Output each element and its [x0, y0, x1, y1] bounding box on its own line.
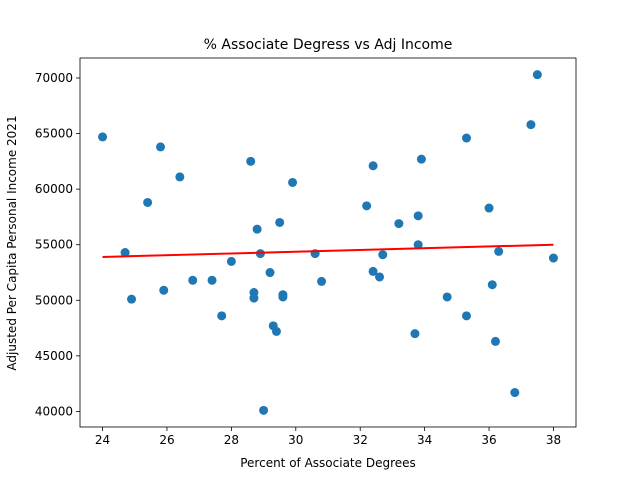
data-point	[217, 311, 227, 321]
data-point	[368, 266, 378, 276]
data-point	[259, 405, 269, 415]
data-point	[275, 217, 285, 227]
data-point	[375, 272, 385, 282]
data-point	[252, 224, 262, 234]
data-point	[226, 256, 236, 266]
x-tick-label: 26	[159, 433, 174, 447]
data-point	[207, 275, 217, 285]
x-tick-label: 34	[417, 433, 432, 447]
y-tick-label: 60000	[35, 182, 73, 196]
data-point	[413, 211, 423, 221]
data-point	[249, 293, 259, 303]
data-point	[188, 275, 198, 285]
data-point	[487, 280, 497, 290]
data-point	[265, 268, 275, 278]
data-point	[98, 132, 108, 142]
data-point	[143, 197, 153, 207]
y-tick-label: 45000	[35, 349, 73, 363]
data-point	[484, 203, 494, 213]
regression-line	[102, 243, 554, 258]
y-axis-label: Adjusted Per Capita Personal Income 2021	[5, 115, 19, 370]
plot-frame	[79, 57, 577, 428]
data-point	[288, 177, 298, 187]
x-tick-label: 32	[353, 433, 368, 447]
data-point	[378, 250, 388, 260]
data-point	[416, 154, 426, 164]
y-tick-label: 65000	[35, 127, 73, 141]
data-point	[368, 161, 378, 171]
data-point	[278, 292, 288, 302]
x-tick-label: 28	[224, 433, 239, 447]
data-point	[410, 329, 420, 339]
y-tick-label: 55000	[35, 238, 73, 252]
x-tick-label: 30	[288, 433, 303, 447]
data-point	[271, 326, 281, 336]
data-point	[159, 285, 169, 295]
data-point	[532, 70, 542, 80]
data-point	[120, 248, 130, 258]
data-point	[510, 388, 520, 398]
data-point	[246, 156, 256, 166]
data-point	[175, 172, 185, 182]
data-point	[490, 336, 500, 346]
data-point	[413, 240, 423, 250]
y-tick-label: 50000	[35, 293, 73, 307]
data-point	[362, 201, 372, 211]
data-point	[394, 219, 404, 229]
data-point	[461, 133, 471, 143]
data-point	[461, 311, 471, 321]
y-tick-label: 40000	[35, 404, 73, 418]
data-point	[494, 246, 504, 256]
data-point	[127, 294, 137, 304]
chart-title: % Associate Degress vs Adj Income	[204, 37, 453, 53]
x-tick-label: 38	[546, 433, 561, 447]
y-tick-label: 70000	[35, 71, 73, 85]
data-point	[548, 253, 558, 263]
data-point	[526, 120, 536, 130]
data-point	[156, 142, 166, 152]
data-point	[317, 276, 327, 286]
x-tick-label: 36	[481, 433, 496, 447]
x-tick-label: 24	[95, 433, 110, 447]
x-axis-label: Percent of Associate Degrees	[240, 456, 416, 470]
data-point	[442, 292, 452, 302]
